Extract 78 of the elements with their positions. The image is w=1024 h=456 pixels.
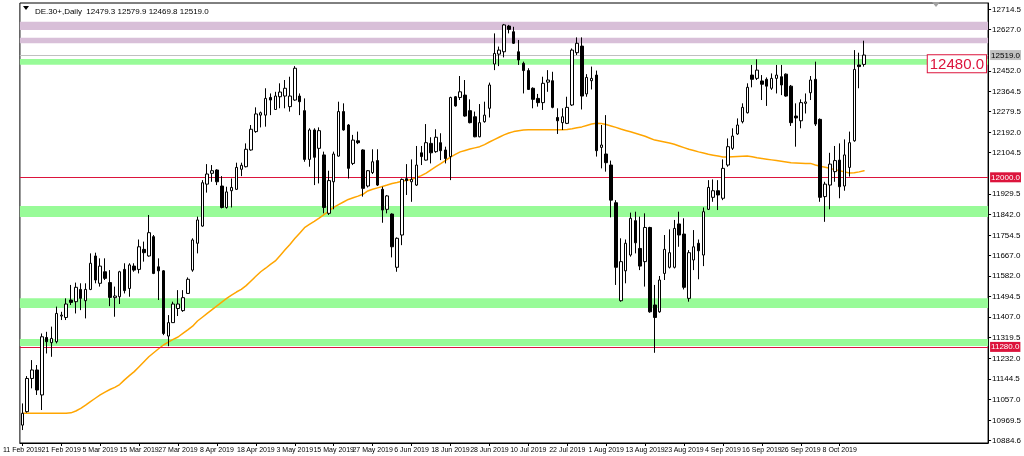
candlestick bbox=[746, 82, 749, 114]
y-tick-label: 12714.5 bbox=[992, 4, 1022, 14]
candlestick bbox=[123, 262, 126, 294]
candlestick bbox=[444, 146, 447, 164]
candlestick bbox=[337, 101, 340, 158]
candlestick bbox=[50, 326, 53, 358]
y-tick-label: 11754.5 bbox=[992, 230, 1021, 240]
y-tick-label: 11667.0 bbox=[992, 251, 1021, 261]
line-series bbox=[21, 122, 865, 415]
candlestick bbox=[449, 96, 452, 181]
candlestick bbox=[483, 101, 486, 124]
candlestick bbox=[303, 97, 306, 163]
candlestick bbox=[604, 114, 608, 173]
y-tick-label: 11407.0 bbox=[992, 312, 1021, 322]
candlestick bbox=[736, 117, 739, 136]
candlestick bbox=[488, 82, 491, 118]
candlestick bbox=[235, 162, 238, 191]
candlestick bbox=[809, 75, 812, 101]
candlestick bbox=[308, 127, 311, 168]
candlestick bbox=[522, 61, 525, 94]
candlestick bbox=[556, 107, 559, 135]
candlestick bbox=[590, 66, 593, 90]
candlestick bbox=[264, 87, 267, 128]
y-tick-label: 12104.5 bbox=[992, 148, 1022, 158]
candlestick bbox=[629, 212, 632, 258]
y-tick-label: 11929.5 bbox=[992, 189, 1021, 199]
candlestick bbox=[702, 206, 705, 267]
annotation: 12480.0 bbox=[929, 55, 985, 73]
candlestick bbox=[64, 297, 68, 321]
y-tick-label: 12192.0 bbox=[992, 127, 1022, 137]
candlestick bbox=[196, 216, 199, 254]
y-tick-label: 11319.5 bbox=[992, 333, 1021, 343]
candlestick bbox=[220, 175, 224, 209]
candlestick bbox=[512, 26, 515, 45]
candlestick bbox=[230, 177, 233, 208]
candlestick bbox=[595, 70, 598, 158]
y-tick-label: 11144.5 bbox=[992, 374, 1021, 384]
candlestick bbox=[775, 64, 778, 94]
candlestick bbox=[162, 269, 165, 336]
candlestick bbox=[186, 276, 190, 294]
candlestick bbox=[269, 92, 272, 116]
candlestick bbox=[600, 124, 603, 169]
ref-line-label: 12000.0 bbox=[991, 172, 1021, 182]
ref-line-label: 12519.0 bbox=[991, 50, 1021, 60]
candlestick bbox=[415, 145, 418, 187]
y-tick-label: 11582.0 bbox=[992, 271, 1021, 281]
candlestick bbox=[191, 237, 194, 273]
candlestick bbox=[697, 238, 700, 280]
candlestick bbox=[853, 49, 856, 143]
candlestick bbox=[376, 148, 379, 187]
y-tick-label: 10884.6 bbox=[992, 435, 1022, 445]
candlestick bbox=[668, 228, 671, 269]
y-tick-label: 11232.0 bbox=[992, 353, 1021, 363]
candlestick bbox=[342, 102, 345, 132]
y-tick-label: 11057.0 bbox=[992, 394, 1021, 404]
y-tick-label: 11842.0 bbox=[992, 210, 1021, 220]
candlestick bbox=[89, 252, 92, 291]
candlestick bbox=[663, 234, 666, 281]
candlestick bbox=[410, 158, 413, 203]
candlestick bbox=[634, 211, 637, 254]
candlestick bbox=[84, 282, 87, 319]
candlestick bbox=[848, 131, 851, 178]
candlestick bbox=[843, 138, 846, 192]
ref-line-label: 11280.0 bbox=[991, 342, 1020, 352]
candlestick bbox=[517, 39, 520, 66]
y-tick-label: 11494.5 bbox=[992, 291, 1021, 301]
y-tick-label: 10969.5 bbox=[992, 415, 1022, 425]
candlestick bbox=[55, 306, 58, 344]
chart-title: DE.30+,Daily 12479.3 12579.9 12469.8 12519.0 bbox=[35, 6, 210, 16]
candlestick bbox=[741, 102, 744, 124]
candlestick bbox=[157, 257, 160, 301]
y-tick-label: 12627.0 bbox=[992, 25, 1022, 35]
candlestick bbox=[317, 126, 321, 184]
candlestick bbox=[770, 72, 773, 91]
y-tick-label: 12279.5 bbox=[992, 106, 1022, 116]
y-tick-label: 12452.0 bbox=[992, 66, 1022, 76]
candlestick bbox=[609, 160, 613, 218]
y-tick-label: 12364.5 bbox=[992, 86, 1022, 96]
